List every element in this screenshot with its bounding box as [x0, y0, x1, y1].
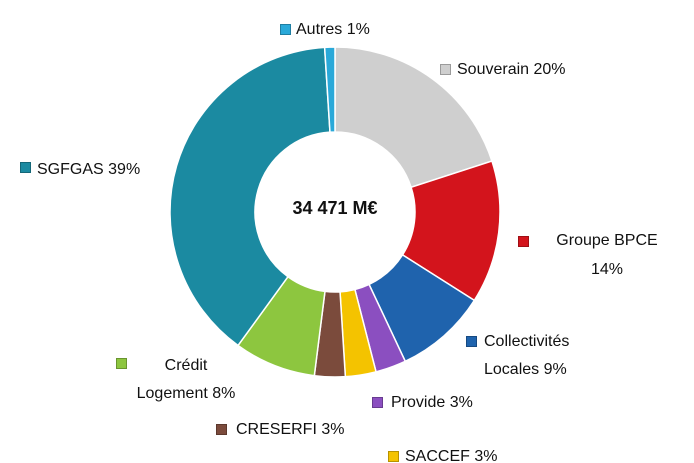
value-label: 8% [212, 385, 236, 402]
category-name: Crédit Logement [136, 357, 208, 402]
value-label: 39% [108, 161, 141, 178]
legend-swatch [440, 64, 451, 75]
slice-label: Provide 3% [391, 389, 531, 417]
value-label: 9% [543, 361, 567, 378]
value-label: 20% [533, 61, 566, 78]
legend-swatch [116, 358, 127, 369]
category-name: Provide [391, 394, 446, 411]
category-name: Souverain [457, 61, 530, 78]
value-label: 3% [321, 421, 345, 438]
value-label: 1% [346, 21, 370, 38]
legend-swatch [372, 397, 383, 408]
category-name: Collectivités Locales [484, 333, 570, 378]
value-label: 14% [590, 261, 624, 278]
center-label: 34 471 M€ [292, 198, 378, 218]
slice-label: Groupe BPCE 14% [537, 227, 677, 285]
slice-label: SACCEF 3% [405, 443, 545, 463]
category-name: Autres [296, 21, 343, 38]
slice-label: Souverain 20% [457, 56, 657, 84]
value-label: 3% [449, 394, 473, 411]
legend-swatch [466, 336, 477, 347]
legend-swatch [216, 424, 227, 435]
slice-label: CRESERFI 3% [236, 416, 386, 444]
value-label: 3% [474, 448, 498, 463]
legend-swatch [388, 451, 399, 462]
category-name: Groupe BPCE [556, 232, 658, 249]
slice-label: Autres 1% [296, 16, 436, 44]
slice-label: Crédit Logement 8% [133, 352, 239, 408]
slice-label: Collectivités Locales 9% [484, 328, 592, 384]
category-name: SACCEF [405, 448, 470, 463]
slice-label: SGFGAS 39% [37, 156, 197, 184]
slice [323, 46, 336, 133]
category-name: CRESERFI [236, 421, 317, 438]
legend-swatch [280, 24, 291, 35]
legend-swatch [20, 162, 31, 173]
slice [334, 46, 493, 189]
slice [169, 46, 331, 347]
legend-swatch [518, 236, 529, 247]
category-name: SGFGAS [37, 161, 104, 178]
